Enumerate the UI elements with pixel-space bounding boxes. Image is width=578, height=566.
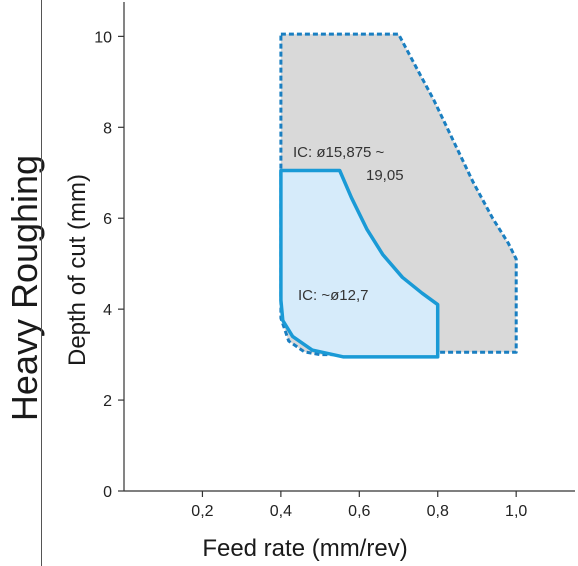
y-tick-label: 2: [103, 393, 112, 410]
x-tick-label: 1,0: [505, 503, 527, 520]
region-2-label: IC: ~ø12,7: [298, 287, 368, 304]
x-tick-label: 0,8: [427, 503, 449, 520]
y-axis-title: Depth of cut (mm): [64, 174, 91, 366]
y-tick-label: 8: [103, 120, 112, 137]
labels: IC: ø15,875 ~ 19,05 IC: ~ø12,7: [293, 144, 404, 304]
axes: 0,2 0,4 0,6 0,8 1,0 0 2 4 6 8 10: [94, 2, 575, 520]
region-2: [279, 168, 440, 359]
y-tick-label: 4: [103, 302, 112, 319]
x-tick-label: 0,6: [348, 503, 370, 520]
x-tick-label: 0,4: [270, 503, 292, 520]
x-tick-label: 0,2: [191, 503, 213, 520]
region-1-label-line-2: 19,05: [366, 167, 404, 184]
y-tick-label: 10: [94, 29, 112, 46]
x-axis-title: Feed rate (mm/rev): [202, 535, 407, 562]
region-1-label-line-1: IC: ø15,875 ~: [293, 144, 385, 161]
regions: [279, 32, 518, 359]
y-tick-label: 6: [103, 211, 112, 228]
divider: [41, 0, 42, 566]
y-tick-label: 0: [103, 484, 112, 501]
